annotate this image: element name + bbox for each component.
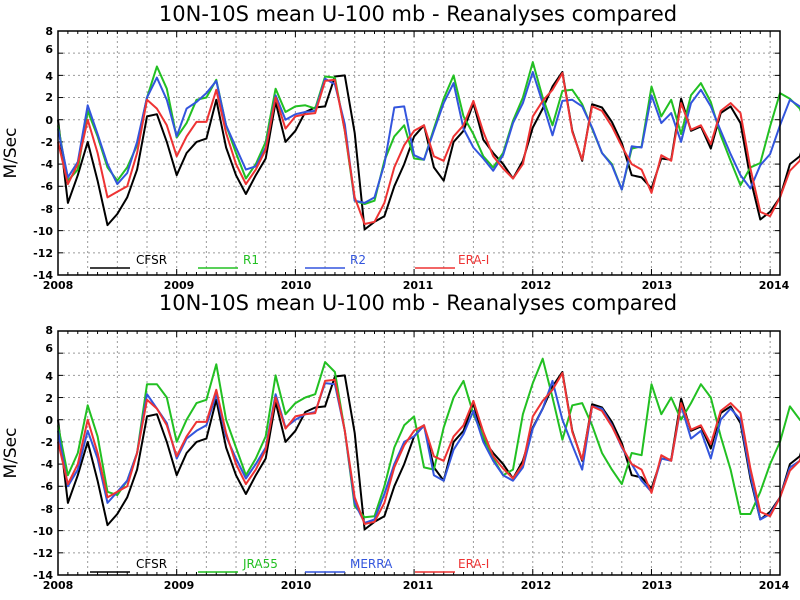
legend-top: CFSR R1 R2 ERA-I: [136, 253, 489, 267]
x-tick-label: 2014: [759, 279, 790, 292]
y-tick-label: 8: [45, 324, 53, 337]
legend-label-r2: R2: [350, 253, 366, 267]
legend-label-cfsr: CFSR: [136, 557, 167, 571]
plot-area-bottom: [57, 330, 800, 576]
series-line-era-i: [57, 72, 800, 225]
y-tick-label: -10: [33, 225, 53, 238]
x-tick-label: 2008: [43, 279, 74, 292]
panel-top: 10N-10S mean U-100 mb - Reanalyses compa…: [1, 2, 790, 292]
y-tick-label: -4: [41, 458, 54, 471]
y-tick-label: 4: [45, 370, 53, 383]
x-tick-label: 2011: [403, 579, 434, 592]
y-tick-label: -14: [33, 569, 53, 582]
y-tick-label: 6: [45, 43, 53, 56]
y-tick-label: -14: [33, 269, 53, 282]
series-line-cfsr: [57, 71, 800, 231]
x-ticks-bottom: 2008 2009 2010 2011 2012 2013 2014: [43, 579, 790, 592]
x-tick-label: 2012: [521, 279, 552, 292]
y-tick-label: 2: [45, 392, 53, 405]
series-line-cfsr: [57, 371, 800, 531]
y-tick-label: 8: [45, 25, 53, 38]
series-line-r2: [57, 71, 800, 204]
x-tick-label: 2013: [642, 579, 673, 592]
legend-label-cfsr: CFSR: [136, 253, 167, 267]
x-tick-label: 2009: [164, 579, 195, 592]
x-tick-label: 2013: [642, 279, 673, 292]
legend-label-era-i: ERA-I: [458, 557, 489, 571]
x-tick-label: 2010: [281, 579, 312, 592]
x-tick-label: 2008: [43, 579, 74, 592]
y-tick-label: -2: [41, 436, 53, 449]
legend-label-r1: R1: [243, 253, 259, 267]
x-tick-label: 2014: [759, 579, 790, 592]
y-tick-label: -6: [41, 180, 54, 193]
series-line-jra55: [57, 357, 800, 519]
y-axis-label-top: M/Sec: [1, 128, 21, 179]
y-ticks-bottom: 8 6 4 2 0 -2 -4 -6 -8 -10 -12 -14: [33, 324, 53, 582]
y-tick-label: -12: [33, 547, 53, 560]
chart-title-bottom: 10N-10S mean U-100 mb - Reanalyses compa…: [159, 291, 677, 315]
y-tick-label: -8: [41, 203, 53, 216]
y-tick-label: -2: [41, 136, 53, 149]
legend-label-era-i: ERA-I: [458, 253, 489, 267]
y-tick-label: 0: [45, 114, 53, 127]
x-tick-label: 2012: [521, 579, 552, 592]
y-ticks-top: 8 6 4 2 0 -2 -4 -6 -8 -10 -12 -14: [33, 25, 53, 282]
plot-area-top: [57, 30, 800, 276]
y-tick-label: 0: [45, 414, 53, 427]
y-tick-label: -12: [33, 247, 53, 260]
y-tick-label: -8: [41, 503, 53, 516]
legend-bottom: CFSR JRA55 MERRA ERA-I: [136, 557, 489, 571]
legend-label-jra55: JRA55: [242, 557, 278, 571]
y-tick-label: -6: [41, 480, 54, 493]
chart-title-top: 10N-10S mean U-100 mb - Reanalyses compa…: [159, 2, 677, 26]
panel-bottom: 10N-10S mean U-100 mb - Reanalyses compa…: [1, 291, 790, 592]
x-tick-label: 2011: [403, 279, 434, 292]
y-axis-label-bottom: M/Sec: [1, 428, 21, 479]
y-tick-label: 6: [45, 342, 53, 355]
y-tick-label: 4: [45, 70, 53, 83]
series-line-merra: [57, 379, 800, 524]
y-tick-label: -10: [33, 525, 53, 538]
series-line-era-i: [57, 372, 800, 525]
y-tick-label: -4: [41, 158, 54, 171]
plot-frame: [57, 330, 781, 576]
x-tick-label: 2010: [281, 279, 312, 292]
legend-label-merra: MERRA: [350, 557, 393, 571]
y-tick-label: 2: [45, 91, 53, 104]
x-tick-label: 2009: [164, 279, 195, 292]
x-ticks-top: 2008 2009 2010 2011 2012 2013 2014: [43, 279, 790, 292]
plot-frame: [57, 30, 781, 276]
